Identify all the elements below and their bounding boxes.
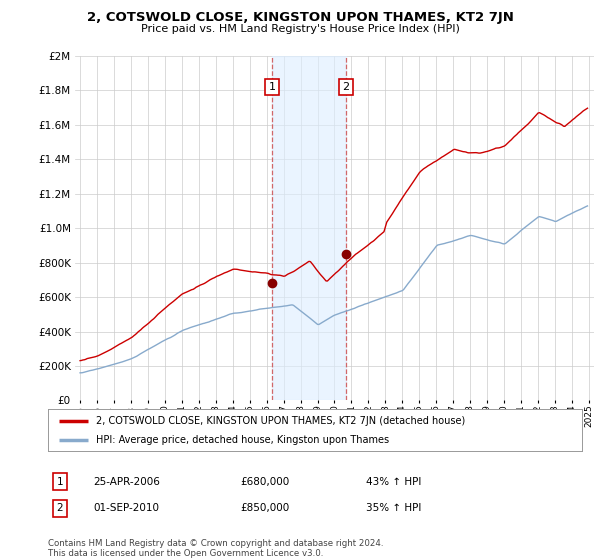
Text: 01-SEP-2010: 01-SEP-2010 xyxy=(93,503,159,514)
Text: 2: 2 xyxy=(56,503,64,514)
Bar xyxy=(272,56,346,400)
Text: £680,000: £680,000 xyxy=(240,477,289,487)
Text: 25-APR-2006: 25-APR-2006 xyxy=(93,477,160,487)
Text: 1: 1 xyxy=(269,82,275,92)
Text: Price paid vs. HM Land Registry's House Price Index (HPI): Price paid vs. HM Land Registry's House … xyxy=(140,24,460,34)
Text: £850,000: £850,000 xyxy=(240,503,289,514)
Text: 2: 2 xyxy=(343,82,349,92)
Text: 2, COTSWOLD CLOSE, KINGSTON UPON THAMES, KT2 7JN: 2, COTSWOLD CLOSE, KINGSTON UPON THAMES,… xyxy=(86,11,514,24)
Text: 1: 1 xyxy=(56,477,64,487)
Text: HPI: Average price, detached house, Kingston upon Thames: HPI: Average price, detached house, King… xyxy=(96,435,389,445)
Text: Contains HM Land Registry data © Crown copyright and database right 2024.
This d: Contains HM Land Registry data © Crown c… xyxy=(48,539,383,558)
Text: 35% ↑ HPI: 35% ↑ HPI xyxy=(366,503,421,514)
Text: 43% ↑ HPI: 43% ↑ HPI xyxy=(366,477,421,487)
Text: 2, COTSWOLD CLOSE, KINGSTON UPON THAMES, KT2 7JN (detached house): 2, COTSWOLD CLOSE, KINGSTON UPON THAMES,… xyxy=(96,416,466,426)
